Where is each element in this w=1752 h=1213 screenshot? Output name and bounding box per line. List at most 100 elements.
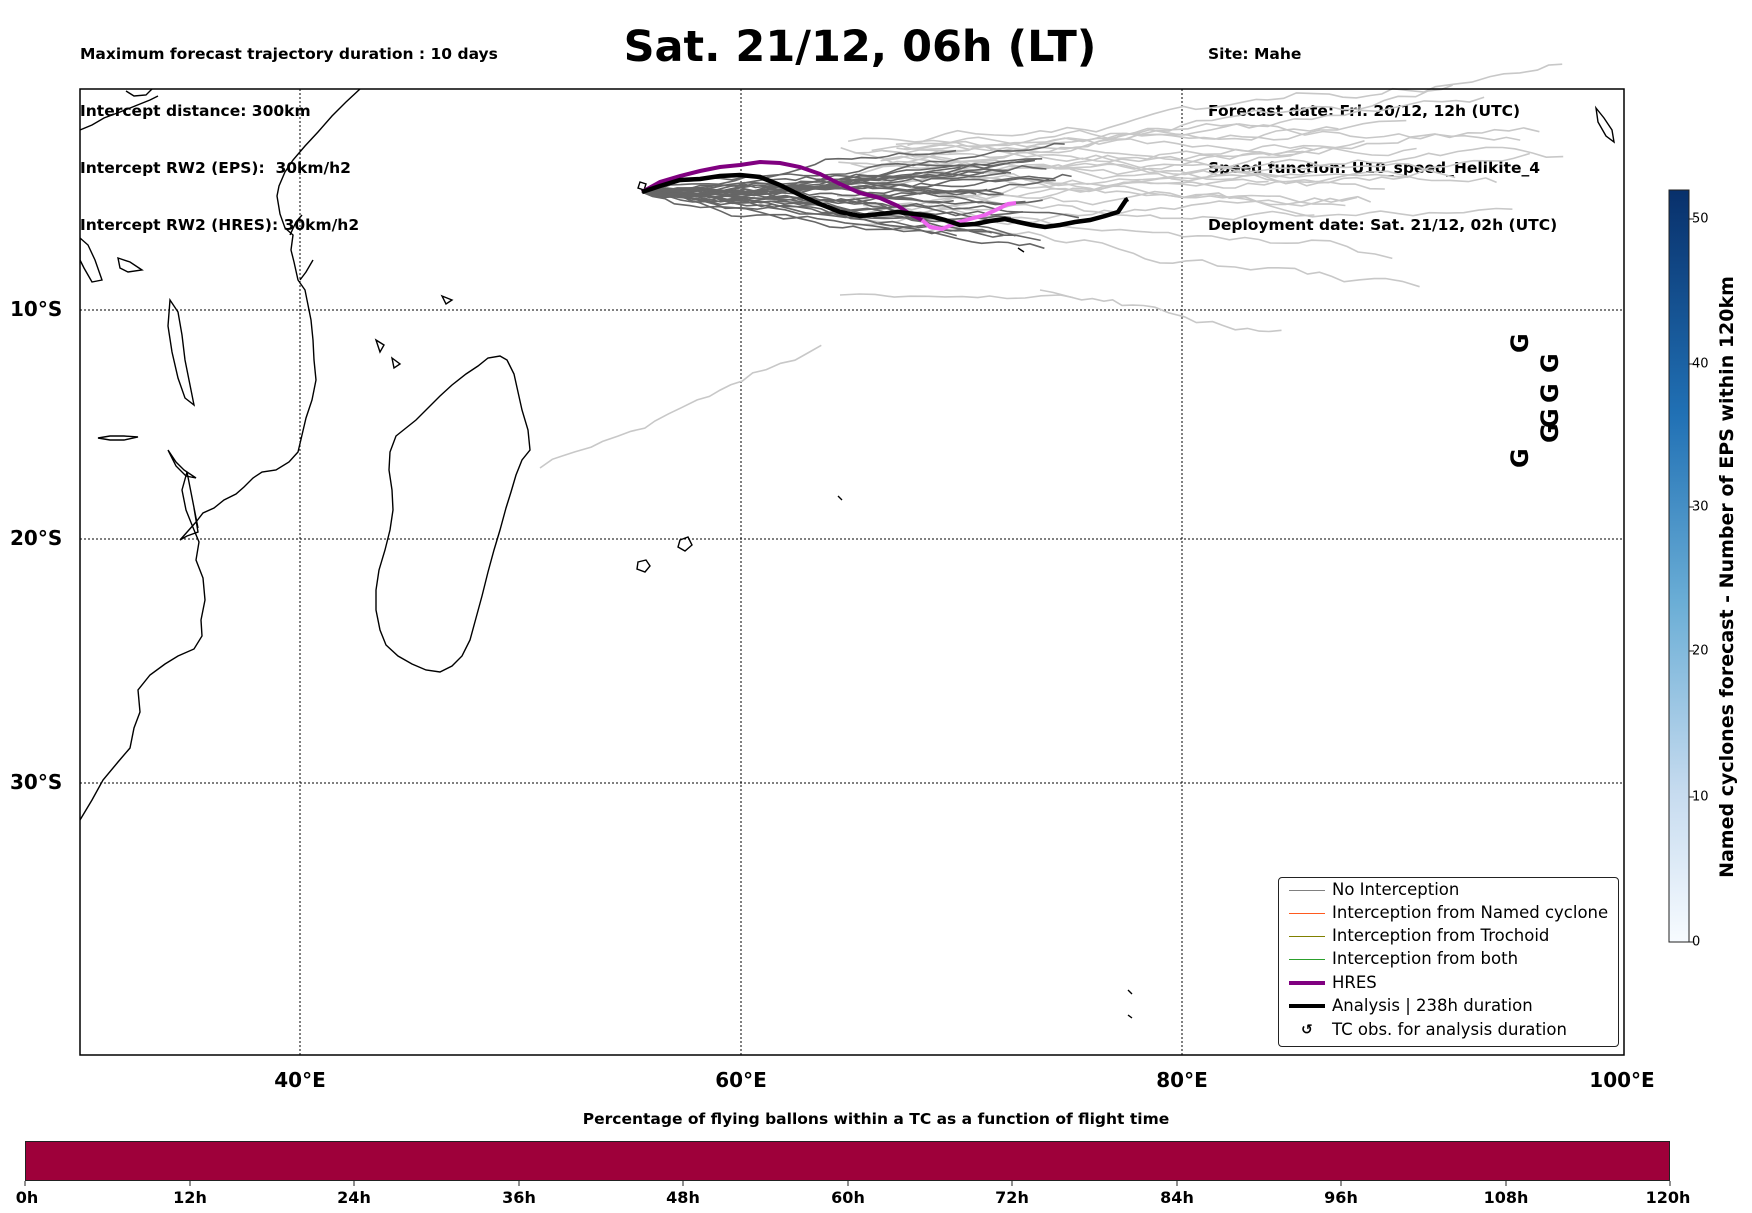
hbar-tick-label: 72h [995,1188,1029,1207]
colorbar-title: Named cyclones forecast - Number of EPS … [1716,276,1738,878]
tc-symbol-icon: G [1536,423,1564,443]
header-right-line: Deployment date: Sat. 21/12, 02h (UTC) [1208,216,1558,234]
eps-trajectory [641,170,984,193]
lat-label: 20°S [10,526,63,550]
eps-trajectory [641,191,1045,250]
socotra-island [80,237,103,283]
gridlines [80,89,1624,1055]
map-frame [79,88,1625,1056]
legend-swatch [1289,913,1325,914]
island-far-se [1127,989,1133,1019]
hbar-tick-label: 24h [337,1188,371,1207]
legend-item-no-interception: No Interception [1279,879,1618,901]
tc-symbol-icon: G [1536,408,1564,428]
header-right-line: Forecast date: Fri. 20/12, 12h (UTC) [1208,102,1521,120]
colorbar-tick-label: 50 [1692,211,1709,227]
islands-mid [167,449,197,479]
legend-label: Interception from Named cyclone [1332,903,1609,922]
eps-trajectory [882,146,1564,176]
legend-label: Analysis | 238h duration [1332,996,1533,1015]
eps-trajectory [880,126,1339,162]
hres-trajectory-tail [920,201,1017,232]
arabia-coastline [80,89,159,131]
legend-item-named-cyclone: Interception from Named cyclone [1279,902,1618,924]
eps-trajectory [853,151,1409,181]
eps-trajectories-light [539,63,1564,469]
eps-trajectory [641,172,1007,193]
eps-trajectory [847,136,1302,156]
colorbar-tick-label: 20 [1692,643,1709,659]
legend-swatch [1289,1004,1325,1008]
colorbar-tick-label: 0 [1692,934,1701,950]
eps-trajectory [641,191,1041,242]
eps-trajectory [907,63,1563,147]
eps-trajectory [1039,289,1282,333]
tc-observations: G G G G G G [1506,333,1564,468]
header-left-line: Intercept RW2 (HRES): 30km/h2 [80,216,360,234]
legend-swatch [1289,890,1325,891]
tc-symbol-icon: G [1536,383,1564,403]
colorbar-ticks [1689,218,1694,943]
tc-symbol-icon: ↺ [1301,1022,1313,1038]
colorbar-horizontal [25,1141,1670,1181]
legend-swatch [1289,981,1325,985]
legend-item-tc-obs: ↺ TC obs. for analysis duration [1279,1019,1618,1041]
legend-item-both: Interception from both [1279,948,1618,970]
hbar-tick-label: 108h [1483,1188,1529,1207]
header-left-line: Intercept RW2 (EPS): 30km/h2 [80,159,351,177]
lat-label: 10°S [10,297,63,321]
hbar-tick-label: 60h [831,1188,865,1207]
lon-label: 80°E [1156,1068,1208,1092]
africa-coast-detail [289,214,314,281]
hbar-tick-label: 0h [15,1188,39,1207]
islands-north [97,435,139,441]
hbar-tick-label: 12h [173,1188,207,1207]
legend-label: Interception from both [1332,949,1519,968]
eps-trajectory [877,203,1420,288]
socotra-small [117,256,144,273]
eps-trajectory [641,184,988,197]
lon-label: 40°E [274,1068,326,1092]
island-sw-b [390,356,402,370]
island-ne-corner [1594,105,1615,144]
hbar-tick-label: 48h [666,1188,700,1207]
comoros-islands [167,297,196,407]
eps-trajectory [641,191,1024,217]
island-small-a [440,294,454,306]
lon-label: 60°E [715,1068,767,1092]
legend-item-hres: HRES [1279,972,1618,994]
eps-trajectory [641,191,957,237]
eps-trajectory [539,344,822,469]
hbar-ticks [24,1181,1671,1186]
eps-trajectory [895,141,1456,179]
colorbar-tick-label: 40 [1692,356,1709,372]
hbar-tick-label: 36h [502,1188,536,1207]
reunion-island [677,536,693,552]
lat-label: 30°S [10,770,63,794]
colorbar-vertical [1668,189,1690,943]
header-right-line: Site: Mahe [1208,45,1302,63]
tc-symbol-icon: G [1536,353,1564,373]
eps-trajectory [838,96,1485,167]
eps-trajectory [641,142,1065,193]
page-title: Sat. 21/12, 06h (LT) [623,22,1097,72]
island-sw [374,338,385,354]
madagascar-coastline [375,355,531,673]
eps-trajectory [641,191,1080,219]
hbar-tick-label: 120h [1645,1188,1691,1207]
lon-label: 100°E [1589,1068,1655,1092]
eps-trajectory [904,84,1453,154]
header-left-line: Intercept distance: 300km [80,102,311,120]
legend-swatch [1289,936,1325,937]
eps-trajectory [850,162,1346,207]
tc-symbol-icon: G [1506,448,1534,468]
colorbar-tick-label: 30 [1692,499,1709,515]
eps-trajectory [840,146,1315,182]
legend-label: TC obs. for analysis duration [1332,1020,1567,1039]
africa-coastline [80,89,361,821]
analysis-trajectory [641,172,1130,230]
legend-item-trochoid: Interception from Trochoid [1279,925,1618,947]
hres-trajectory [641,159,923,222]
header-left-line: Maximum forecast trajectory duration : 1… [80,45,498,63]
legend-label: Interception from Trochoid [1332,926,1550,945]
